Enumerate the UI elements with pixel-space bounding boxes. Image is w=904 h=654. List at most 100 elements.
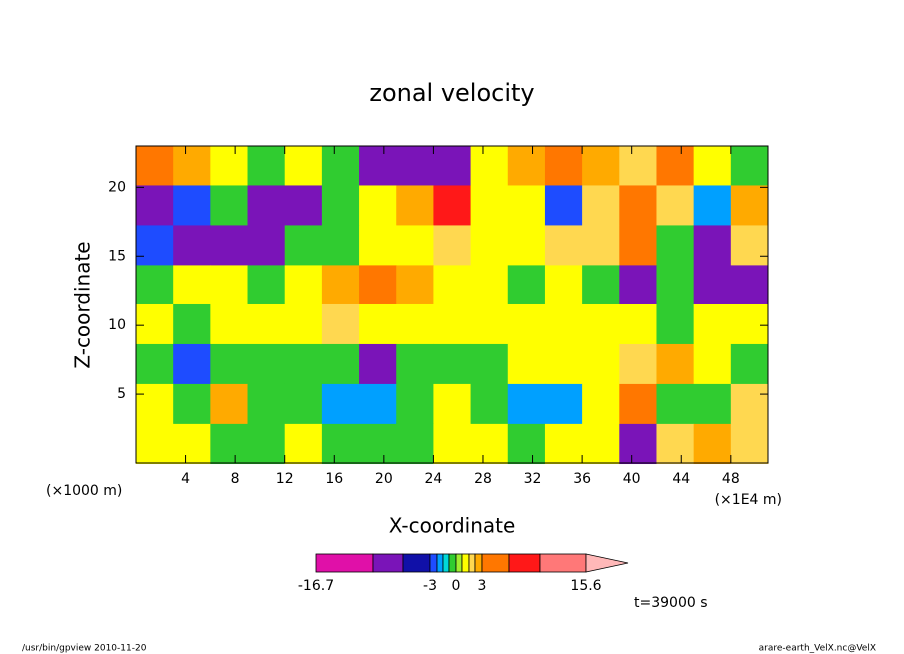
heat-cell <box>433 145 472 186</box>
heat-cell <box>470 423 509 465</box>
colorbar-segment <box>461 553 470 573</box>
chart-title: zonal velocity <box>369 79 534 107</box>
heat-cell <box>359 185 397 226</box>
x-tick-label: 16 <box>325 471 343 487</box>
colorbar-tick-label: 0 <box>452 578 461 594</box>
colorbar-segment <box>402 553 431 573</box>
colorbar-segment <box>474 553 483 573</box>
heat-cell <box>582 185 620 226</box>
heat-cell <box>210 383 249 425</box>
heat-cell <box>619 343 657 385</box>
heat-cell <box>210 303 249 345</box>
colorbar-segment <box>372 553 404 573</box>
heat-cell <box>210 225 249 266</box>
heat-cell <box>582 265 620 306</box>
x-tick-label: 24 <box>424 471 442 487</box>
heat-cell <box>619 185 657 226</box>
heat-cell <box>544 343 583 385</box>
heat-cell <box>730 423 769 465</box>
colorbar-segment <box>539 553 587 573</box>
heat-cell <box>433 265 472 306</box>
heat-cell <box>136 185 174 226</box>
heat-cell <box>582 423 620 465</box>
heat-cell <box>136 303 174 345</box>
heat-cell <box>247 265 286 306</box>
y-axis-label: Z-coordinate <box>71 241 95 368</box>
heat-cell <box>507 225 546 266</box>
heat-cell <box>136 225 174 266</box>
heat-cell <box>210 343 249 385</box>
heat-cell <box>730 383 769 425</box>
heat-cell <box>433 303 472 345</box>
heat-cell <box>470 265 509 306</box>
heat-cell <box>247 383 286 425</box>
heat-cell <box>247 225 286 266</box>
heat-cell <box>544 265 583 306</box>
heat-cell <box>433 343 472 385</box>
heat-cell <box>693 185 732 226</box>
heat-cell <box>730 303 769 345</box>
heat-cell <box>544 383 583 425</box>
heat-cell <box>247 145 286 186</box>
heat-cell <box>284 423 323 465</box>
heat-cell <box>470 185 509 226</box>
heat-cell <box>582 383 620 425</box>
heat-cell <box>359 343 397 385</box>
heat-cell <box>247 303 286 345</box>
heat-cell <box>284 343 323 385</box>
colorbar-segment <box>481 553 510 573</box>
heat-cell <box>693 145 732 186</box>
heat-cell <box>656 423 695 465</box>
heat-cell <box>136 423 174 465</box>
heat-cell <box>359 225 397 266</box>
heat-cell <box>693 383 732 425</box>
heat-cell <box>730 145 769 186</box>
colorbar-tick-label: 15.6 <box>570 578 601 594</box>
colorbar-segment <box>436 553 444 573</box>
heat-cell <box>544 145 583 186</box>
x-tick-label: 8 <box>231 471 240 487</box>
colorbar-segment <box>429 553 438 573</box>
heat-cell <box>396 423 434 465</box>
heat-cell <box>507 265 546 306</box>
heat-cell <box>619 225 657 266</box>
heat-cell <box>693 303 732 345</box>
heat-cell <box>470 303 509 345</box>
heat-cell <box>470 145 509 186</box>
heat-cell <box>173 423 211 465</box>
x-tick-label: 28 <box>474 471 492 487</box>
x-tick-label: 12 <box>276 471 294 487</box>
heat-cell <box>730 225 769 266</box>
heat-cell <box>136 383 174 425</box>
heat-cell <box>619 265 657 306</box>
heat-cell <box>321 343 360 385</box>
heat-cell <box>619 383 657 425</box>
colorbar-segment <box>448 553 457 573</box>
heat-cell <box>582 225 620 266</box>
plot-frame <box>135 145 769 464</box>
heat-cell <box>693 265 732 306</box>
heat-cell <box>173 225 211 266</box>
heat-cell <box>247 343 286 385</box>
heat-cell <box>321 265 360 306</box>
heat-cell <box>247 185 286 226</box>
time-label: t=39000 s <box>634 595 708 611</box>
heat-cell <box>136 265 174 306</box>
heat-cell <box>396 383 434 425</box>
heat-cell <box>210 423 249 465</box>
heat-cell <box>619 303 657 345</box>
heat-cell <box>656 343 695 385</box>
heat-cell <box>247 423 286 465</box>
heat-cell <box>284 383 323 425</box>
heat-cell <box>730 343 769 385</box>
heat-cell <box>433 383 472 425</box>
heat-cell <box>173 145 211 186</box>
heat-cell <box>470 383 509 425</box>
heat-cell <box>359 383 397 425</box>
heat-cell <box>470 343 509 385</box>
colorbar-extension <box>585 553 629 573</box>
colorbar-tick-label: -16.7 <box>298 578 334 594</box>
y-tick-label: 20 <box>108 179 126 195</box>
heat-cell <box>173 303 211 345</box>
heat-cell <box>619 423 657 465</box>
